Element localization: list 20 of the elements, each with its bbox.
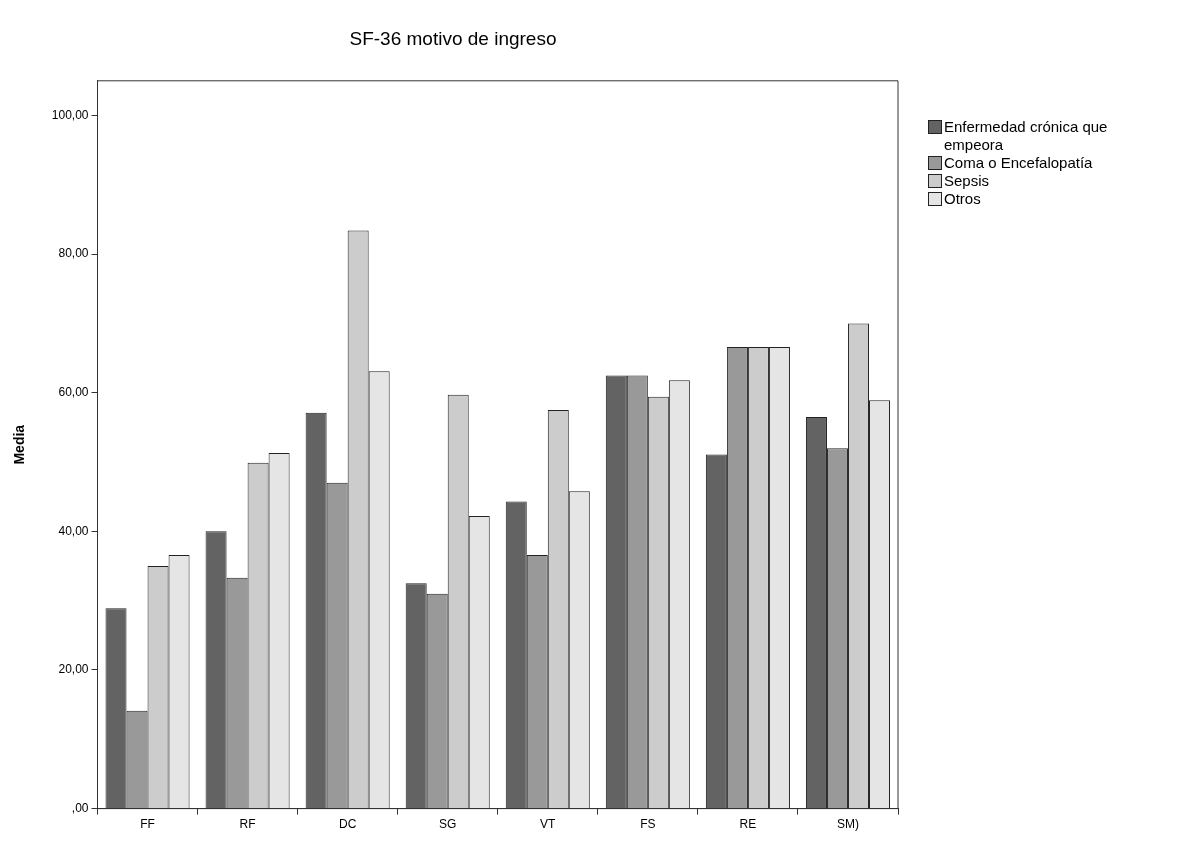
x-tick-label: FF	[140, 817, 155, 832]
chart-title: SF-36 motivo de ingreso	[349, 27, 557, 49]
x-tick-label: RE	[739, 817, 757, 832]
legend-label: Sepsis	[944, 172, 990, 190]
x-tick-label: RF	[239, 817, 256, 832]
x-tick-label: DC	[338, 817, 357, 832]
y-axis-title: Media	[11, 424, 28, 465]
x-tick-label: FS	[640, 817, 656, 832]
legend-label: Enfermedad crónica que empeora	[944, 118, 1109, 154]
x-tick-label: SG	[439, 817, 457, 832]
legend-label: Coma o Encefalopatía	[944, 154, 1093, 172]
y-tick-label: 60,00	[58, 385, 89, 400]
y-tick-label: 20,00	[58, 662, 89, 677]
y-tick-label: 100,00	[51, 107, 89, 122]
x-tick-label: VT	[540, 817, 557, 832]
y-tick-label: 80,00	[58, 246, 89, 261]
legend-label: Otros	[944, 190, 981, 208]
y-tick-label: ,00	[71, 800, 89, 815]
x-tick-label: SM)	[836, 817, 859, 832]
y-tick-label: 40,00	[58, 523, 89, 538]
